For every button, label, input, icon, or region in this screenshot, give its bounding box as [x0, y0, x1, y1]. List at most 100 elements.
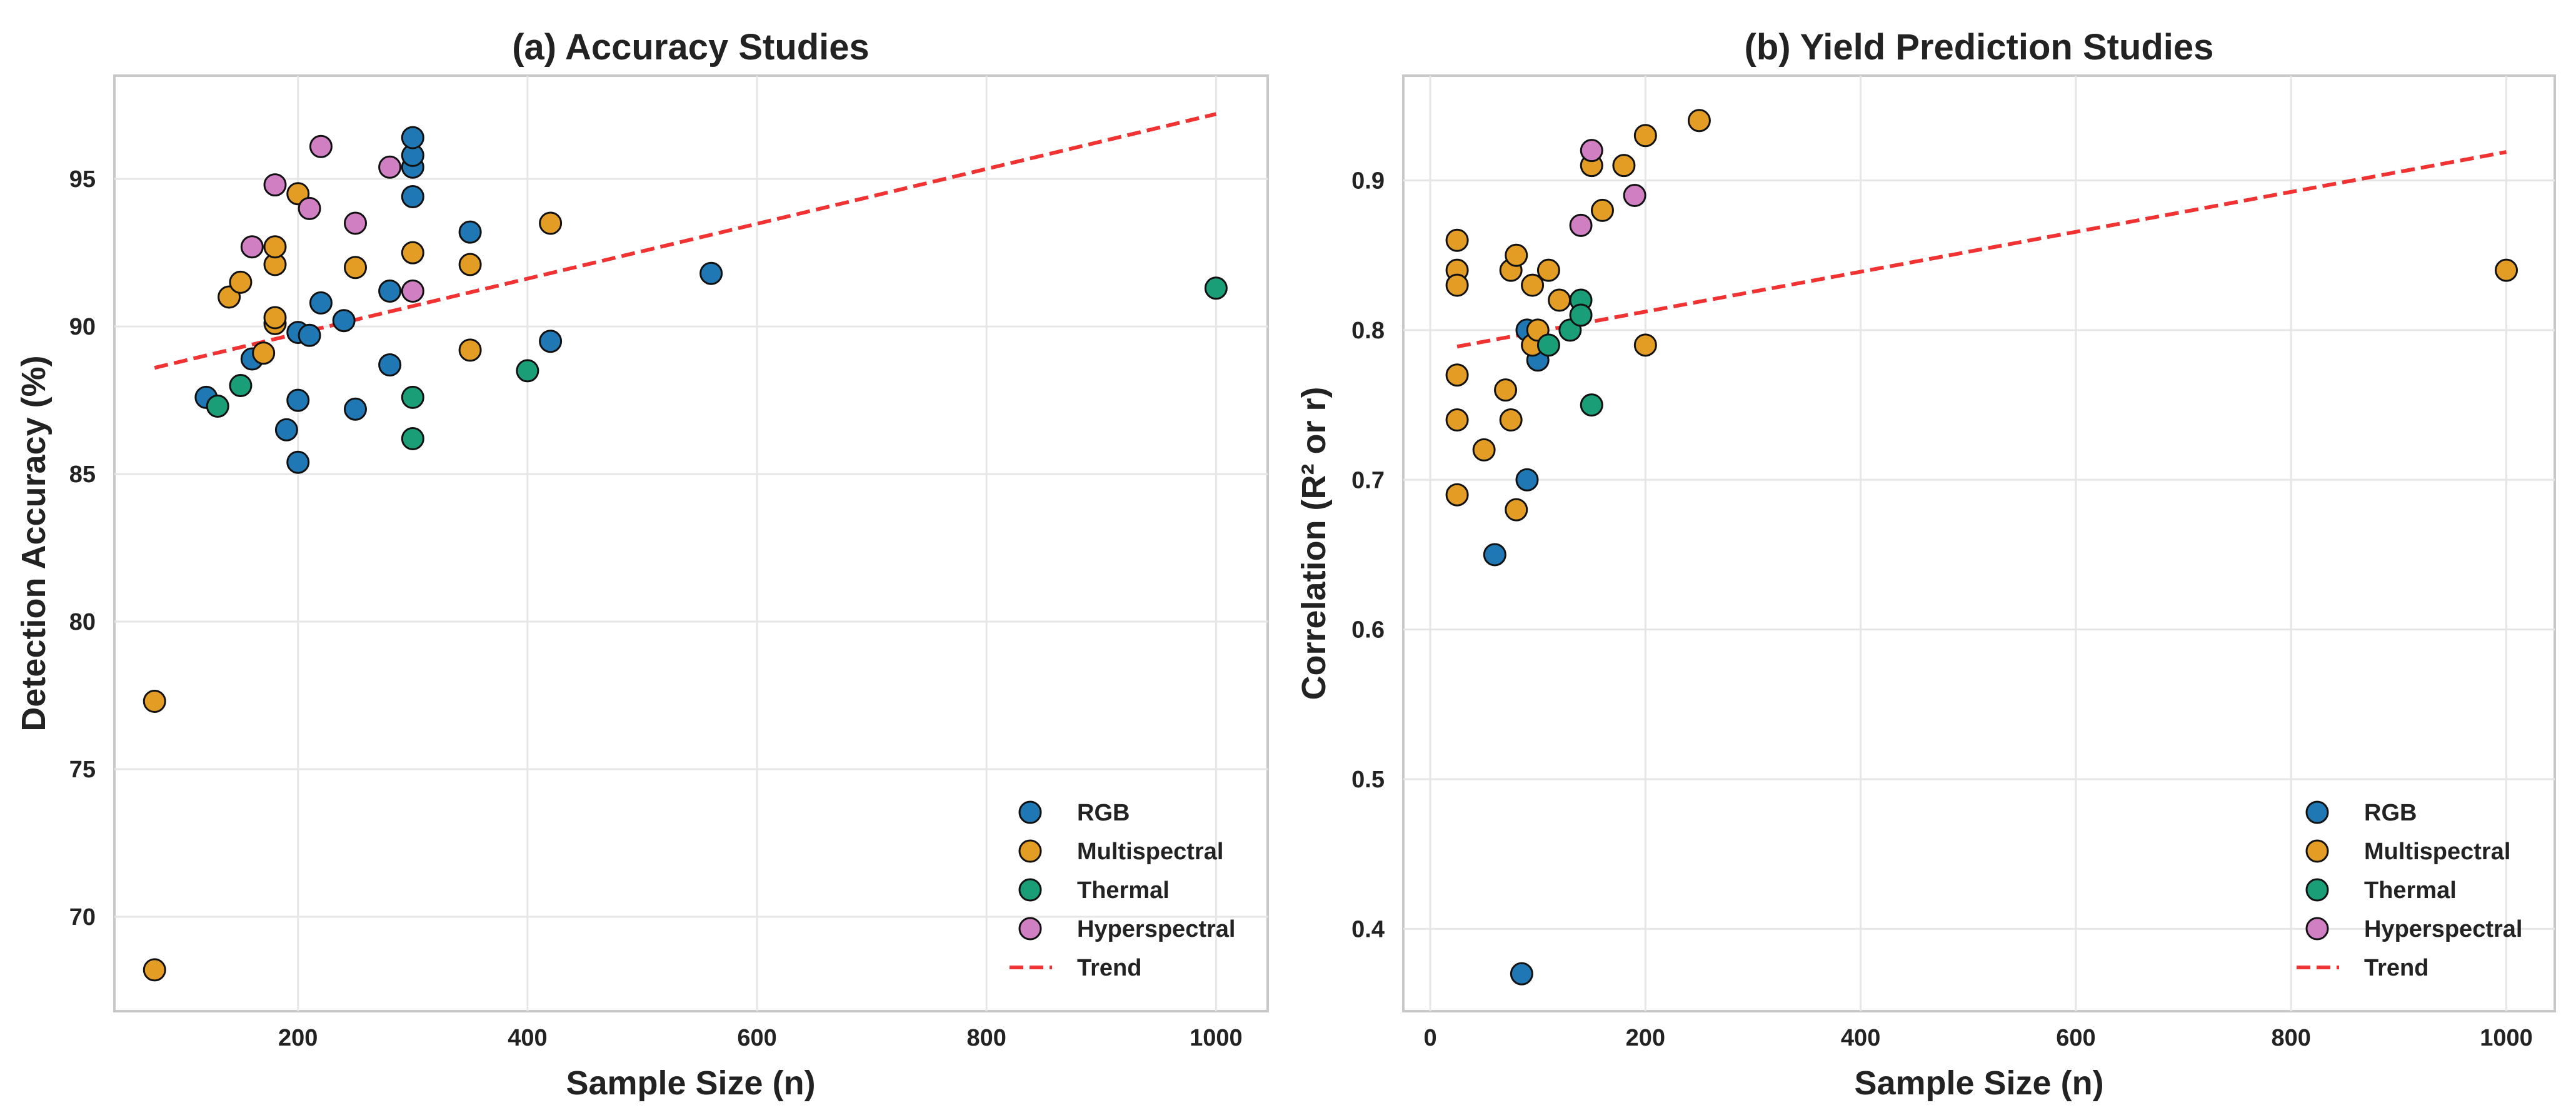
data-point-rgb — [344, 397, 368, 421]
legend-marker-multispectral — [1018, 839, 1042, 863]
data-point-multispectral — [143, 958, 166, 982]
data-point-multispectral — [263, 306, 287, 330]
data-point-thermal — [1536, 333, 1560, 357]
data-point-hyperspectral — [1580, 139, 1603, 163]
data-point-rgb — [298, 323, 321, 347]
data-point-thermal — [516, 359, 539, 383]
data-point-rgb — [401, 184, 424, 208]
x-tick-label: 1000 — [2480, 1025, 2533, 1051]
legend-marker-thermal — [1018, 878, 1042, 902]
data-point-multispectral — [1445, 228, 1469, 252]
legend-marker-rgb — [2305, 800, 2329, 824]
data-point-multispectral — [458, 253, 482, 276]
chart-title-accuracy: (a) Accuracy Studies — [512, 27, 870, 68]
y-tick-label: 0.7 — [1351, 467, 1385, 493]
data-point-rgb — [1510, 962, 1533, 986]
legend-label-hyperspectral: Hyperspectral — [1077, 916, 1235, 942]
legend-yield: RGB Multispectral Thermal Hyperspectral Tren… — [2297, 800, 2522, 981]
x-tick-label: 600 — [2056, 1025, 2095, 1051]
trend-line-yield — [1456, 150, 2507, 349]
grid-accuracy — [114, 76, 1268, 1011]
x-axis-label-yield: Sample Size (n) — [1854, 1064, 2103, 1102]
y-tick-label: 0.5 — [1351, 767, 1385, 793]
y-tick-label: 80 — [69, 609, 96, 635]
y-axis-label-yield: Correlation (R² or r) — [1295, 386, 1333, 700]
data-point-multispectral — [1687, 109, 1711, 133]
data-point-thermal — [229, 374, 253, 398]
data-point-multispectral — [1505, 243, 1528, 267]
data-point-thermal — [1569, 303, 1593, 327]
x-axis-label-accuracy: Sample Size (n) — [566, 1064, 815, 1102]
data-point-thermal — [206, 395, 229, 418]
y-tick-label: 90 — [69, 314, 96, 340]
data-point-multispectral — [1494, 378, 1518, 402]
legend-marker-rgb — [1018, 800, 1042, 824]
data-point-rgb — [1515, 468, 1539, 492]
data-point-multispectral — [1548, 288, 1571, 312]
x-tick-label: 400 — [508, 1025, 547, 1051]
x-tick-label: 800 — [2272, 1025, 2311, 1051]
data-point-hyperspectral — [378, 155, 402, 179]
data-point-hyperspectral — [401, 280, 424, 303]
data-point-hyperspectral — [344, 211, 368, 235]
legend-label-multispectral: Multispectral — [1077, 839, 1223, 865]
legend-label-hyperspectral: Hyperspectral — [2364, 916, 2522, 942]
y-tick-label: 0.6 — [1351, 617, 1385, 643]
data-point-multispectral — [401, 241, 424, 265]
legend-marker-hyperspectral — [1018, 917, 1042, 941]
data-point-multispectral — [539, 211, 563, 235]
data-point-multispectral — [1590, 198, 1614, 222]
legend-label-trend: Trend — [2364, 955, 2428, 981]
data-point-thermal — [1580, 393, 1603, 417]
points-yield — [1445, 109, 2518, 986]
data-point-thermal — [1204, 276, 1228, 300]
data-point-multispectral — [1445, 273, 1469, 297]
points-accuracy — [143, 126, 1228, 982]
data-point-multispectral — [1505, 498, 1528, 522]
data-point-hyperspectral — [263, 173, 287, 197]
y-tick-label: 0.9 — [1351, 168, 1385, 194]
plot-area-yield — [1402, 74, 2556, 1012]
data-point-rgb — [274, 418, 298, 441]
data-point-multispectral — [1445, 483, 1469, 507]
data-point-rgb — [378, 280, 402, 303]
y-tick-label: 95 — [69, 166, 96, 193]
data-point-multispectral — [458, 338, 482, 362]
data-point-multispectral — [2495, 258, 2518, 282]
plot-area-accuracy — [113, 74, 1269, 1012]
legend-label-rgb: RGB — [1077, 800, 1130, 826]
y-tick-label: 0.4 — [1351, 916, 1385, 942]
data-point-rgb — [286, 450, 310, 474]
data-point-hyperspectral — [309, 134, 333, 158]
data-point-multispectral — [1445, 363, 1469, 387]
data-point-multispectral — [263, 235, 287, 259]
data-point-rgb — [539, 330, 563, 353]
y-tick-label: 70 — [69, 904, 96, 931]
legend-label-rgb: RGB — [2364, 800, 2417, 826]
x-tick-label: 0 — [1423, 1025, 1436, 1051]
x-tick-label: 200 — [1626, 1025, 1665, 1051]
legend-label-thermal: Thermal — [2364, 877, 2457, 904]
data-point-multispectral — [229, 270, 253, 294]
data-point-multispectral — [1612, 154, 1636, 178]
legend-label-trend: Trend — [1077, 955, 1141, 981]
data-point-rgb — [378, 353, 402, 376]
chart-title-yield: (b) Yield Prediction Studies — [1745, 27, 2214, 68]
data-point-multispectral — [1521, 273, 1545, 297]
data-point-multispectral — [143, 689, 166, 713]
legend-marker-hyperspectral — [2305, 917, 2329, 941]
x-tick-label: 600 — [737, 1025, 776, 1051]
y-tick-label: 75 — [69, 757, 96, 783]
y-tick-label: 85 — [69, 462, 96, 488]
data-point-multispectral — [1633, 333, 1657, 357]
x-tick-label: 200 — [278, 1025, 318, 1051]
ticks-accuracy: 200 400 600 800 1000 70 75 80 85 90 95 — [69, 166, 1243, 1051]
panel-accuracy: 200 400 600 800 1000 70 75 80 85 90 95 (a) Accurac… — [15, 27, 1269, 1102]
x-tick-label: 400 — [1841, 1025, 1880, 1051]
data-point-rgb — [1483, 543, 1506, 567]
trend-line-accuracy — [154, 112, 1217, 370]
panel-yield: 0 200 400 600 800 1000 0.4 0.5 0.6 0.7 0.8 0.9 (b) … — [1295, 27, 2556, 1102]
y-axis-label-accuracy: Detection Accuracy (%) — [15, 355, 53, 731]
data-point-multispectral — [1445, 408, 1469, 432]
legend-label-multispectral: Multispectral — [2364, 839, 2510, 865]
